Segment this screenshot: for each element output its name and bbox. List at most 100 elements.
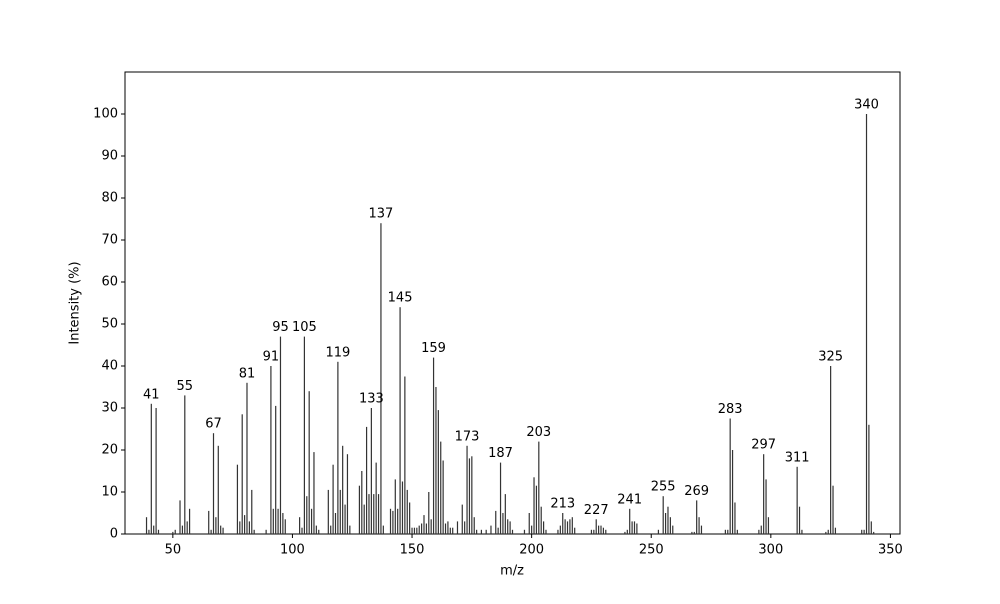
- peak: [308, 391, 310, 534]
- peak: [318, 529, 320, 534]
- peak: [571, 517, 573, 534]
- peak: [365, 426, 368, 534]
- peak: [449, 527, 451, 534]
- peak: [796, 466, 798, 534]
- peak: [272, 508, 274, 534]
- peak-label: 311: [785, 450, 810, 465]
- peak: [447, 521, 449, 534]
- peak: [736, 529, 738, 534]
- peak: [636, 523, 638, 534]
- peak: [409, 502, 411, 534]
- peak-label: 41: [143, 387, 160, 402]
- peak: [696, 500, 698, 534]
- peak-label: 105: [292, 320, 317, 335]
- peak: [590, 529, 593, 534]
- peak-label: 95: [272, 320, 289, 335]
- y-tick-label: 30: [101, 401, 118, 416]
- peak-label: 55: [177, 379, 194, 394]
- peak: [731, 450, 734, 534]
- peak: [473, 517, 475, 534]
- peak: [861, 529, 863, 534]
- x-tick-label: 350: [878, 543, 903, 558]
- peak: [461, 504, 463, 534]
- peak: [172, 531, 174, 534]
- peak: [215, 517, 217, 534]
- peak: [873, 531, 875, 534]
- peak: [425, 523, 427, 534]
- y-tick-label: 40: [101, 359, 118, 374]
- peak: [631, 521, 633, 534]
- peak: [241, 414, 243, 534]
- peak: [559, 525, 561, 534]
- peak: [667, 506, 669, 534]
- x-tick-label: 150: [400, 543, 425, 558]
- peak: [404, 376, 406, 534]
- peak: [394, 479, 396, 534]
- peak: [602, 527, 604, 534]
- peak: [401, 481, 404, 534]
- peak: [253, 529, 255, 534]
- peak-label: 81: [239, 366, 256, 381]
- x-axis-label: m/z: [500, 564, 524, 579]
- peak: [566, 521, 569, 534]
- peak: [380, 223, 382, 534]
- peak: [148, 529, 150, 534]
- peak: [358, 485, 361, 534]
- peak: [595, 519, 597, 534]
- peak: [239, 521, 241, 534]
- peak: [284, 519, 286, 534]
- peak: [497, 527, 499, 534]
- peak: [435, 387, 437, 534]
- peak: [490, 525, 492, 534]
- peak: [605, 529, 607, 534]
- peak-label: 255: [651, 480, 676, 495]
- peak: [150, 403, 152, 534]
- peak: [265, 529, 267, 534]
- peak: [301, 527, 303, 534]
- peak: [442, 460, 444, 534]
- peak: [186, 521, 188, 534]
- peak: [574, 527, 576, 534]
- peak: [406, 489, 408, 534]
- peak: [397, 508, 399, 534]
- peak-label: 213: [550, 497, 575, 512]
- peak: [765, 479, 767, 534]
- peak: [452, 527, 454, 534]
- peak: [662, 496, 664, 534]
- peak: [727, 529, 729, 534]
- peak: [562, 513, 564, 534]
- peak: [368, 494, 370, 534]
- peak: [157, 529, 160, 534]
- peak: [471, 456, 473, 534]
- peak: [545, 529, 547, 534]
- peak: [342, 445, 344, 534]
- peak: [179, 500, 181, 534]
- peak: [865, 114, 868, 534]
- peak: [502, 513, 504, 534]
- peak: [468, 458, 471, 534]
- x-tick-label: 300: [758, 543, 783, 558]
- peak: [337, 361, 339, 534]
- peak: [557, 529, 559, 534]
- peak: [626, 529, 628, 534]
- peak: [801, 529, 803, 534]
- peak: [691, 531, 693, 534]
- peak: [693, 531, 695, 534]
- peak: [485, 529, 487, 534]
- peak-label: 297: [751, 438, 776, 453]
- peak: [760, 525, 762, 534]
- y-tick-label: 20: [101, 443, 118, 458]
- peak: [339, 489, 341, 534]
- y-tick-label: 90: [101, 149, 118, 164]
- peak: [542, 521, 545, 534]
- peak: [432, 357, 435, 534]
- peak: [437, 410, 439, 534]
- peak: [509, 521, 511, 534]
- peak: [382, 525, 384, 534]
- peak: [248, 521, 250, 534]
- peak: [624, 531, 626, 534]
- peak: [507, 519, 509, 534]
- peak: [428, 492, 430, 534]
- peak: [389, 508, 392, 534]
- peak: [349, 525, 351, 534]
